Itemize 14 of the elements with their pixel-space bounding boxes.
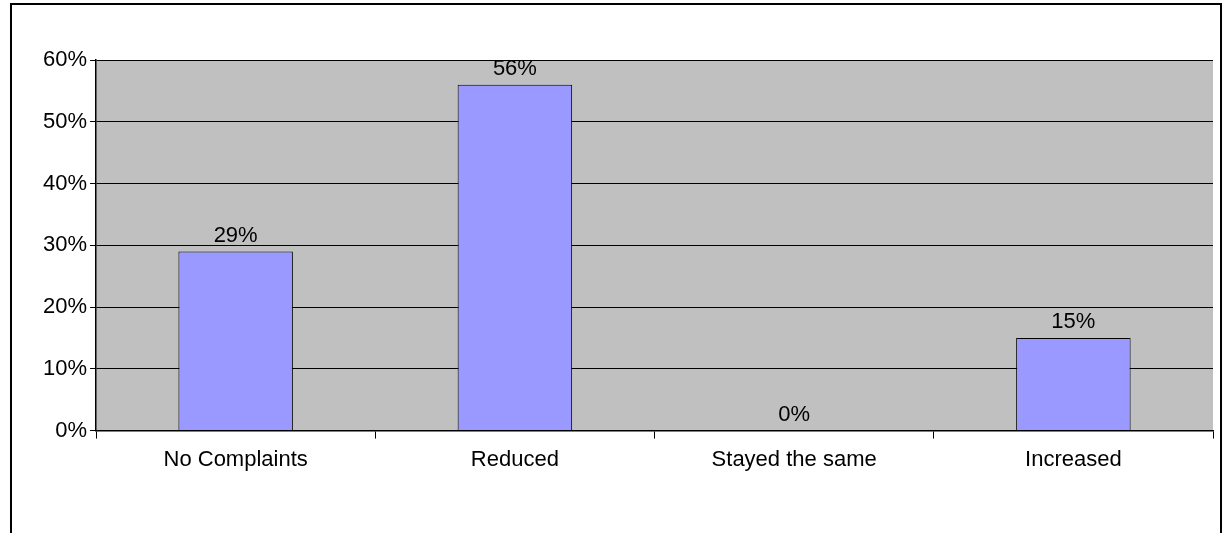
data-label: 15% [1051,308,1096,334]
y-tick-label: 60% [42,46,88,72]
y-tick-label: 30% [42,231,88,257]
data-label: 29% [213,221,258,247]
y-tick-label: 40% [42,169,88,195]
data-label: 0% [778,400,811,426]
x-tick-label: No Complaints [163,445,308,471]
y-tick-label: 10% [42,354,88,380]
x-tick-label: Reduced [470,445,559,471]
y-tick-label: 50% [42,107,88,133]
x-tick-label: Stayed the same [711,445,877,471]
y-tick-label: 20% [42,293,88,319]
x-tick-label: Increased [1025,445,1122,471]
y-tick-label: 0% [55,416,88,442]
